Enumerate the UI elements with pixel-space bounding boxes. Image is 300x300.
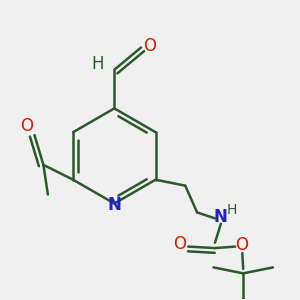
Text: H: H (227, 203, 237, 217)
Text: N: N (214, 208, 228, 226)
Text: O: O (173, 235, 186, 253)
Text: N: N (107, 196, 121, 214)
Text: H: H (92, 56, 104, 74)
Text: O: O (21, 117, 34, 135)
Text: O: O (235, 236, 248, 254)
Text: O: O (143, 37, 157, 55)
